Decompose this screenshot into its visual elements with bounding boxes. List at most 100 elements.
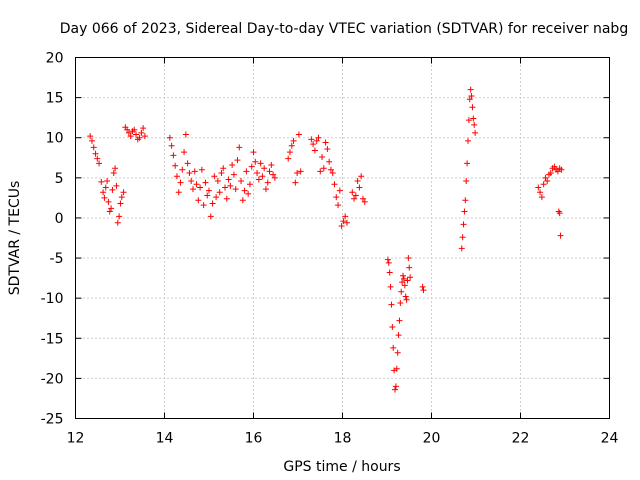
data-point bbox=[211, 173, 218, 180]
data-point bbox=[359, 195, 366, 202]
data-point bbox=[245, 190, 252, 197]
data-point bbox=[288, 142, 295, 149]
data-point bbox=[459, 234, 466, 241]
data-point bbox=[290, 137, 297, 144]
data-point bbox=[184, 160, 191, 167]
data-point bbox=[470, 115, 477, 122]
data-point bbox=[342, 213, 349, 220]
data-point bbox=[98, 178, 105, 185]
data-point bbox=[218, 170, 225, 177]
data-point bbox=[308, 136, 315, 143]
data-point bbox=[106, 208, 113, 215]
data-point bbox=[558, 166, 565, 173]
data-point bbox=[538, 194, 545, 201]
data-point bbox=[331, 181, 338, 188]
data-point bbox=[460, 221, 467, 228]
x-tick-label: 12 bbox=[67, 431, 85, 447]
data-point bbox=[266, 168, 273, 175]
x-tick-label: 22 bbox=[512, 431, 530, 447]
data-point bbox=[317, 168, 324, 175]
data-point bbox=[241, 187, 248, 194]
data-point bbox=[262, 186, 269, 193]
data-point bbox=[333, 194, 340, 201]
data-point bbox=[177, 179, 184, 186]
data-point bbox=[191, 168, 198, 175]
data-point bbox=[206, 187, 212, 194]
data-point bbox=[542, 174, 549, 181]
data-point bbox=[420, 287, 427, 294]
data-point bbox=[236, 144, 243, 151]
data-point bbox=[297, 168, 304, 175]
data-point bbox=[551, 163, 558, 170]
data-point bbox=[104, 178, 111, 185]
data-point bbox=[270, 171, 277, 178]
data-point bbox=[114, 219, 121, 226]
data-point bbox=[197, 184, 204, 191]
y-tick-label: -25 bbox=[41, 412, 64, 428]
data-point bbox=[390, 344, 397, 351]
data-point bbox=[361, 198, 368, 205]
data-point bbox=[264, 179, 271, 186]
data-point bbox=[261, 165, 268, 172]
data-point bbox=[140, 125, 147, 132]
data-point bbox=[254, 170, 261, 177]
data-point bbox=[108, 205, 115, 212]
data-point bbox=[407, 274, 414, 281]
data-point bbox=[392, 386, 399, 393]
data-point bbox=[358, 173, 365, 180]
data-point bbox=[257, 160, 264, 167]
y-tick-label: 15 bbox=[46, 91, 64, 107]
data-point bbox=[395, 332, 402, 339]
data-point bbox=[198, 166, 205, 173]
data-point bbox=[388, 301, 395, 308]
data-point bbox=[393, 365, 400, 372]
data-point bbox=[105, 198, 112, 205]
data-point bbox=[285, 155, 292, 162]
gridlines bbox=[75, 57, 610, 419]
data-point bbox=[406, 264, 413, 271]
data-point bbox=[386, 269, 393, 276]
x-tick-label: 24 bbox=[601, 431, 619, 447]
data-point bbox=[385, 259, 392, 266]
data-point bbox=[340, 218, 347, 225]
data-point bbox=[399, 279, 406, 286]
y-tick-label: 10 bbox=[46, 131, 64, 147]
data-point bbox=[396, 317, 403, 324]
data-point bbox=[213, 194, 220, 201]
data-point bbox=[326, 158, 333, 165]
data-point bbox=[292, 179, 299, 186]
data-point bbox=[252, 158, 259, 165]
data-point bbox=[223, 195, 230, 202]
data-point bbox=[124, 126, 131, 133]
data-point bbox=[220, 165, 227, 172]
data-point bbox=[248, 163, 255, 170]
data-point bbox=[338, 222, 345, 229]
y-tick-label: -15 bbox=[41, 331, 64, 347]
data-point bbox=[405, 255, 412, 262]
data-point bbox=[464, 160, 471, 167]
data-point bbox=[214, 178, 221, 185]
data-point bbox=[419, 283, 426, 290]
data-point bbox=[181, 149, 188, 156]
data-point bbox=[116, 213, 123, 220]
data-point bbox=[540, 181, 547, 188]
data-point bbox=[255, 176, 262, 183]
x-tick-label: 20 bbox=[423, 431, 441, 447]
data-point bbox=[259, 173, 266, 180]
data-point bbox=[136, 134, 143, 141]
data-point bbox=[352, 192, 359, 199]
data-point bbox=[469, 104, 476, 111]
data-point bbox=[186, 170, 193, 177]
data-point bbox=[320, 165, 327, 172]
data-point bbox=[131, 126, 138, 133]
data-point bbox=[138, 129, 145, 136]
data-point bbox=[230, 171, 237, 178]
data-point bbox=[100, 189, 107, 196]
data-point bbox=[225, 176, 232, 183]
data-point bbox=[466, 96, 473, 103]
data-point bbox=[461, 208, 468, 215]
data-point bbox=[336, 187, 343, 194]
data-point bbox=[133, 131, 140, 138]
data-point bbox=[351, 195, 358, 202]
data-point bbox=[239, 197, 246, 204]
